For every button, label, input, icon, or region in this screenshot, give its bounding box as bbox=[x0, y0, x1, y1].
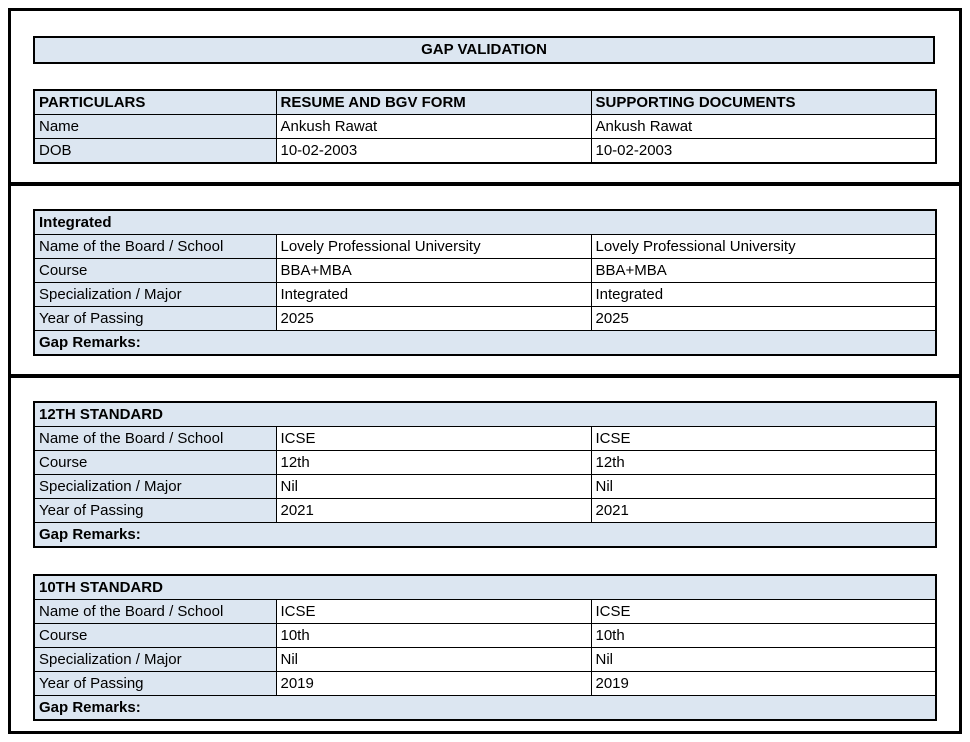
table-row: Specialization / Major Integrated Integrat… bbox=[33, 282, 937, 307]
row-value-resume: ICSE bbox=[275, 426, 592, 451]
row-value-resume: 2019 bbox=[275, 671, 592, 696]
section-header-row: 12TH STANDARD bbox=[33, 401, 937, 427]
row-value-supporting: ICSE bbox=[590, 426, 937, 451]
row-value-resume: ICSE bbox=[275, 599, 592, 624]
row-label: Specialization / Major bbox=[33, 647, 277, 672]
table-row: Specialization / Major Nil Nil bbox=[33, 647, 937, 672]
row-value-supporting: 2019 bbox=[590, 671, 937, 696]
section-table-12th-standard: 12TH STANDARD Name of the Board / School I… bbox=[33, 401, 938, 548]
row-label: Name of the Board / School bbox=[33, 426, 277, 451]
row-label: Name of the Board / School bbox=[33, 234, 277, 259]
row-label: Year of Passing bbox=[33, 498, 277, 523]
gap-remarks-label: Gap Remarks: bbox=[33, 695, 937, 721]
row-value-resume: Nil bbox=[275, 647, 592, 672]
gap-remarks-row: Gap Remarks: bbox=[33, 522, 937, 548]
section-divider bbox=[11, 182, 959, 186]
section-header-row: Integrated bbox=[33, 209, 937, 235]
education-section: 12TH STANDARD Name of the Board / School I… bbox=[33, 401, 938, 548]
row-label: Name of the Board / School bbox=[33, 599, 277, 624]
gap-remarks-label: Gap Remarks: bbox=[33, 330, 937, 356]
column-header-particulars: PARTICULARS bbox=[33, 89, 277, 115]
table-row: Name of the Board / School ICSE ICSE bbox=[33, 599, 937, 624]
row-value-resume: BBA+MBA bbox=[275, 258, 592, 283]
table-row: Course BBA+MBA BBA+MBA bbox=[33, 258, 937, 283]
column-header-supporting-docs: SUPPORTING DOCUMENTS bbox=[590, 89, 937, 115]
row-value-supporting: ICSE bbox=[590, 599, 937, 624]
row-label: Course bbox=[33, 450, 277, 475]
document-frame: GAP VALIDATION PARTICULARS RESUME AND BG… bbox=[8, 8, 962, 734]
table-row: Name of the Board / School Lovely Profess… bbox=[33, 234, 937, 259]
row-value-supporting: 10-02-2003 bbox=[590, 138, 937, 164]
row-value-resume: 12th bbox=[275, 450, 592, 475]
page-title: GAP VALIDATION bbox=[33, 36, 935, 64]
row-label: Specialization / Major bbox=[33, 282, 277, 307]
row-value-supporting: 2021 bbox=[590, 498, 937, 523]
table-row: Name of the Board / School ICSE ICSE bbox=[33, 426, 937, 451]
row-value-resume: Nil bbox=[275, 474, 592, 499]
gap-remarks-row: Gap Remarks: bbox=[33, 330, 937, 356]
row-value-supporting: Nil bbox=[590, 474, 937, 499]
table-row: Year of Passing 2025 2025 bbox=[33, 306, 937, 331]
row-value-resume: Lovely Professional University bbox=[275, 234, 592, 259]
row-label: Course bbox=[33, 258, 277, 283]
row-value-resume: 2021 bbox=[275, 498, 592, 523]
personal-header-row: PARTICULARS RESUME AND BGV FORM SUPPORTI… bbox=[33, 89, 937, 115]
row-value-supporting: Ankush Rawat bbox=[590, 114, 937, 139]
gap-remarks-row: Gap Remarks: bbox=[33, 695, 937, 721]
row-value-supporting: 2025 bbox=[590, 306, 937, 331]
row-value-resume: Integrated bbox=[275, 282, 592, 307]
band-education: 12TH STANDARD Name of the Board / School I… bbox=[11, 378, 959, 721]
table-row: Course 10th 10th bbox=[33, 623, 937, 648]
row-value-resume: 2025 bbox=[275, 306, 592, 331]
band-integrated: Integrated Name of the Board / School Love… bbox=[11, 186, 959, 374]
row-value-supporting: BBA+MBA bbox=[590, 258, 937, 283]
section-title: Integrated bbox=[33, 209, 937, 235]
row-value-resume: 10-02-2003 bbox=[275, 138, 592, 164]
band-personal: GAP VALIDATION PARTICULARS RESUME AND BG… bbox=[11, 11, 959, 182]
row-value-supporting: 10th bbox=[590, 623, 937, 648]
education-section: Integrated Name of the Board / School Love… bbox=[33, 209, 938, 356]
row-label: DOB bbox=[33, 138, 277, 164]
table-row: Specialization / Major Nil Nil bbox=[33, 474, 937, 499]
row-label: Year of Passing bbox=[33, 671, 277, 696]
gap-remarks-label: Gap Remarks: bbox=[33, 522, 937, 548]
table-row: Name Ankush Rawat Ankush Rawat bbox=[33, 114, 937, 139]
table-row: Year of Passing 2021 2021 bbox=[33, 498, 937, 523]
personal-details-table: PARTICULARS RESUME AND BGV FORM SUPPORTI… bbox=[33, 89, 937, 164]
row-label: Year of Passing bbox=[33, 306, 277, 331]
row-value-supporting: Lovely Professional University bbox=[590, 234, 937, 259]
row-value-resume: Ankush Rawat bbox=[275, 114, 592, 139]
section-header-row: 10TH STANDARD bbox=[33, 574, 937, 600]
column-header-resume-bgv: RESUME AND BGV FORM bbox=[275, 89, 592, 115]
row-value-resume: 10th bbox=[275, 623, 592, 648]
row-value-supporting: 12th bbox=[590, 450, 937, 475]
section-table-integrated: Integrated Name of the Board / School Love… bbox=[33, 209, 938, 356]
section-title: 10TH STANDARD bbox=[33, 574, 937, 600]
table-row: DOB 10-02-2003 10-02-2003 bbox=[33, 138, 937, 164]
education-section: 10TH STANDARD Name of the Board / School I… bbox=[33, 574, 938, 721]
row-value-supporting: Integrated bbox=[590, 282, 937, 307]
section-table-10th-standard: 10TH STANDARD Name of the Board / School I… bbox=[33, 574, 938, 721]
row-label: Name bbox=[33, 114, 277, 139]
row-value-supporting: Nil bbox=[590, 647, 937, 672]
table-row: Year of Passing 2019 2019 bbox=[33, 671, 937, 696]
table-row: Course 12th 12th bbox=[33, 450, 937, 475]
section-title: 12TH STANDARD bbox=[33, 401, 937, 427]
row-label: Course bbox=[33, 623, 277, 648]
section-divider bbox=[11, 374, 959, 378]
row-label: Specialization / Major bbox=[33, 474, 277, 499]
